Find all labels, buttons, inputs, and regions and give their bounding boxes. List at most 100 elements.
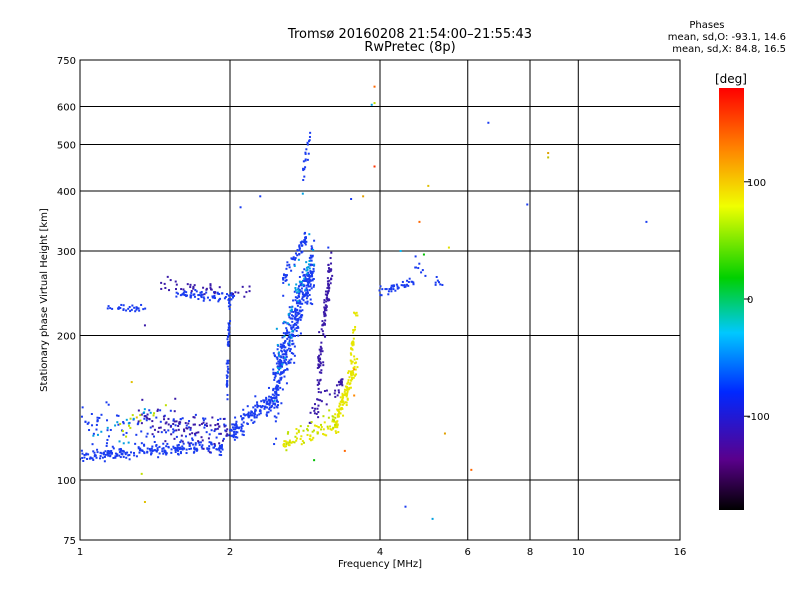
data-point <box>302 295 305 298</box>
data-point <box>404 505 407 508</box>
data-point <box>327 282 330 285</box>
data-point <box>188 442 191 445</box>
colorbar-tick-label: 0 <box>747 295 753 306</box>
data-point <box>335 422 338 425</box>
data-point <box>202 286 205 289</box>
data-point <box>273 402 276 405</box>
data-point <box>183 430 186 433</box>
data-point <box>272 371 275 374</box>
data-point <box>317 398 320 401</box>
y-axis-label: Stationary phase Virtual Height [km] <box>39 208 50 392</box>
data-point <box>114 455 117 458</box>
data-point <box>112 447 115 450</box>
data-point <box>337 391 340 394</box>
data-point <box>305 266 308 269</box>
data-point <box>421 269 424 272</box>
data-point <box>288 342 291 345</box>
data-point <box>174 424 177 427</box>
data-point <box>152 414 155 417</box>
data-point <box>393 284 396 287</box>
data-point <box>277 351 280 354</box>
data-point <box>201 293 204 296</box>
data-point <box>318 348 321 351</box>
data-point <box>349 359 352 362</box>
colorbar-ticks: 100 0 -100 <box>744 178 770 423</box>
data-point <box>220 444 223 447</box>
data-point <box>122 421 125 424</box>
data-point <box>282 278 285 281</box>
data-point <box>353 374 356 377</box>
data-point <box>120 303 123 306</box>
data-point <box>323 306 326 309</box>
data-point <box>339 412 342 415</box>
data-point <box>182 292 185 295</box>
data-point <box>182 288 185 291</box>
data-point <box>284 332 287 335</box>
data-point <box>305 280 308 283</box>
data-point <box>330 251 333 254</box>
data-point <box>294 257 297 260</box>
data-point <box>294 315 297 318</box>
data-point <box>283 353 286 356</box>
data-point <box>274 403 277 406</box>
data-point <box>129 417 132 420</box>
data-point <box>390 284 393 287</box>
data-point <box>346 392 349 395</box>
data-point <box>282 332 285 335</box>
data-point <box>206 447 209 450</box>
data-point <box>287 361 290 364</box>
data-point <box>281 345 284 348</box>
data-point <box>273 406 276 409</box>
data-point <box>350 353 353 356</box>
data-point <box>140 472 143 475</box>
data-point <box>434 283 437 286</box>
data-point <box>288 444 291 447</box>
data-point <box>278 361 281 364</box>
data-point <box>345 395 348 398</box>
data-point <box>245 291 248 294</box>
data-point <box>106 429 109 432</box>
data-point <box>305 284 308 287</box>
data-point <box>189 428 192 431</box>
data-point <box>287 313 290 316</box>
data-point <box>282 445 285 448</box>
data-point <box>140 422 143 425</box>
data-point <box>334 416 337 419</box>
data-point <box>218 447 221 450</box>
data-point <box>312 429 315 432</box>
data-point <box>285 449 288 452</box>
data-point <box>294 334 297 337</box>
data-point <box>400 284 403 287</box>
data-point <box>212 446 215 449</box>
data-point <box>213 291 216 294</box>
data-point <box>316 379 319 382</box>
data-point <box>275 327 278 330</box>
data-point <box>204 424 207 427</box>
data-point <box>291 317 294 320</box>
data-point <box>341 397 344 400</box>
data-point <box>330 262 333 265</box>
data-point <box>239 429 242 432</box>
data-point <box>353 365 356 368</box>
data-point <box>177 453 180 456</box>
data-point <box>355 314 358 317</box>
data-point <box>337 389 340 392</box>
data-point <box>242 421 245 424</box>
data-point <box>303 273 306 276</box>
data-point <box>287 283 290 286</box>
data-point <box>213 294 216 297</box>
data-point <box>224 424 227 427</box>
data-point <box>282 276 285 279</box>
data-point <box>293 258 296 261</box>
data-point <box>334 421 337 424</box>
data-point <box>119 306 122 309</box>
data-point <box>207 437 210 440</box>
data-point <box>354 361 357 364</box>
data-point <box>234 433 237 436</box>
data-point <box>88 457 91 460</box>
data-point <box>304 238 307 241</box>
data-point <box>547 152 550 155</box>
data-point <box>317 404 320 407</box>
data-point <box>336 408 339 411</box>
data-point <box>431 517 434 520</box>
